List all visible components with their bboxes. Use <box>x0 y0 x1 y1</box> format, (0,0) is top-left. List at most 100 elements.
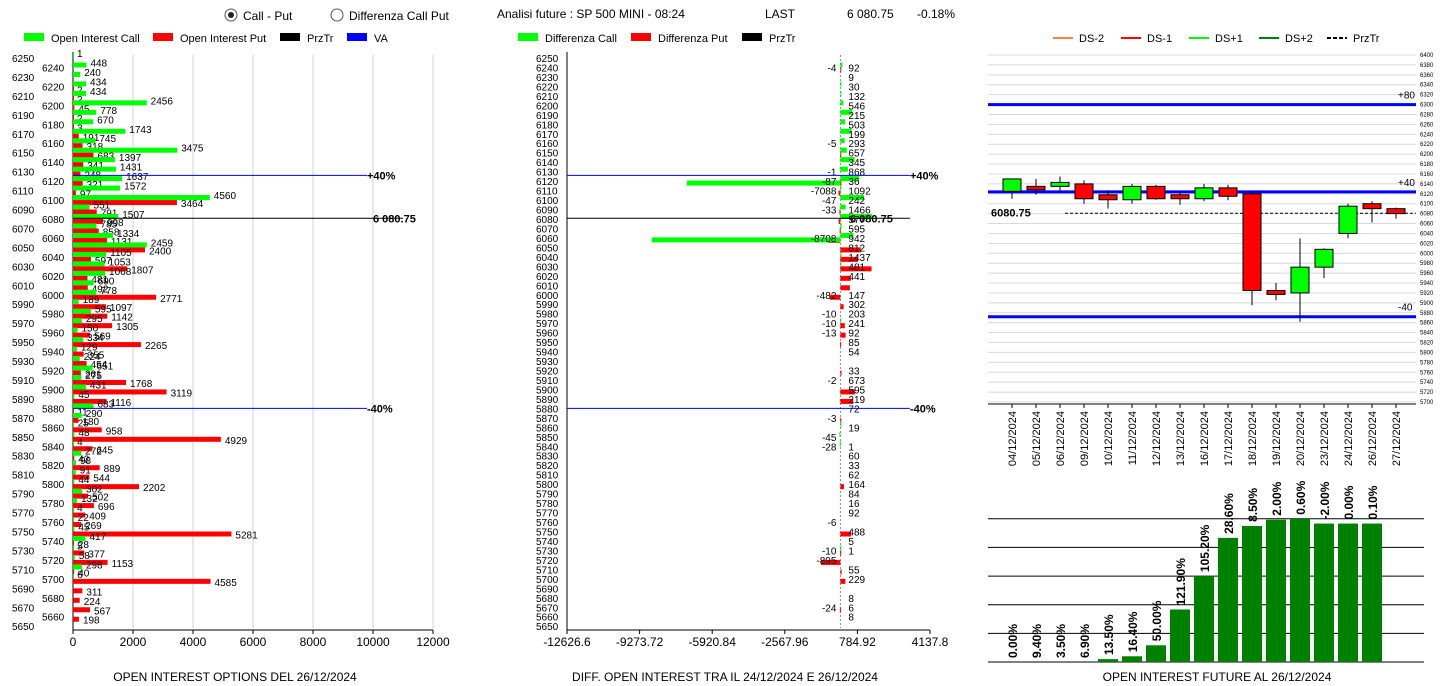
y-tick-label: 6360 <box>1420 73 1434 79</box>
legend-swatch <box>347 33 367 41</box>
call-value-label: 431 <box>90 380 107 391</box>
strike-label: 5790 <box>12 490 35 501</box>
put-bar <box>73 569 75 575</box>
put-bar <box>73 436 221 442</box>
call-bar <box>73 393 75 399</box>
strike-label: 6000 <box>536 291 559 302</box>
y-tick-label: 5940 <box>1420 281 1434 287</box>
strike-label: 5780 <box>42 499 65 510</box>
diff-value-label-right: 60 <box>848 452 860 463</box>
future-oi-bar <box>1314 523 1334 662</box>
call-value-label: 690 <box>98 276 115 287</box>
diff-value-label-right: 147 <box>848 291 865 302</box>
diff-value-label-right: 33 <box>848 461 860 472</box>
put-bar <box>73 578 211 584</box>
radio-call-put[interactable]: Call - Put <box>224 8 293 23</box>
diff-put-bar <box>840 484 844 490</box>
put-value-label: 645 <box>96 445 113 456</box>
put-bar <box>73 124 74 130</box>
diff-call-bar <box>840 545 842 551</box>
legend-label: Open Interest Call <box>51 33 140 45</box>
put-value-label: 377 <box>88 549 105 560</box>
strike-label: 5970 <box>536 319 559 330</box>
diff-value-label-left: -482 <box>816 291 836 302</box>
call-value-label: 1053 <box>109 257 132 268</box>
put-bar <box>73 597 80 603</box>
diff-value-label-right: 54 <box>848 348 860 359</box>
call-value-label: 132 <box>81 494 98 505</box>
diff-put-bar <box>829 294 841 300</box>
call-value-label: 683 <box>97 399 114 410</box>
diff-value-label-left: -10 <box>822 546 837 557</box>
strike-label: 5750 <box>536 528 559 539</box>
future-oi-bar <box>1242 525 1262 662</box>
strike-label: 5660 <box>42 613 65 624</box>
future-oi-label: 13.50% <box>1102 614 1116 655</box>
strike-label: 5720 <box>42 556 65 567</box>
diff-call-bar <box>840 176 860 182</box>
put-bar <box>73 209 97 215</box>
y-tick-label: 6320 <box>1420 93 1434 99</box>
diff-value-label-left: -47 <box>822 196 837 207</box>
call-value-label: 4560 <box>214 191 237 202</box>
call-bar <box>73 223 97 229</box>
x-tick-label: 18/12/2024 <box>1247 411 1259 466</box>
legend-label: Open Interest Put <box>180 33 266 45</box>
radio-diff-call-put[interactable]: Differenza Call Put <box>330 8 449 23</box>
call-bar <box>73 289 97 295</box>
y-tick-label: 5880 <box>1420 311 1434 317</box>
diff-value-label-left: -33 <box>822 206 837 217</box>
diff-value-label-left: -8708 <box>811 234 837 245</box>
reference-label: 6 080.75 <box>373 213 416 225</box>
put-bar <box>73 247 145 253</box>
reference-label: -40% <box>367 403 393 415</box>
put-value-label: 3119 <box>171 388 193 399</box>
diff-call-bar <box>840 422 842 428</box>
call-bar <box>73 318 82 324</box>
strike-label: 5840 <box>42 442 65 453</box>
call-value-label: 48 <box>78 428 90 439</box>
y-tick-label: 6280 <box>1420 112 1434 118</box>
candle-body <box>1290 266 1310 294</box>
put-value-label: 1116 <box>110 398 131 409</box>
strike-label: 6220 <box>42 82 65 93</box>
diff-value-label-right: 942 <box>848 234 865 245</box>
y-tick-label: 5800 <box>1420 350 1434 356</box>
diff-call-bar <box>840 109 853 115</box>
strike-label: 6190 <box>536 111 559 122</box>
strike-label: 5820 <box>42 461 65 472</box>
call-value-label: 129 <box>81 343 98 354</box>
y-tick-label: 6000 <box>1420 251 1434 257</box>
diff-put-bar <box>840 389 855 395</box>
strike-label: 6100 <box>536 196 559 207</box>
strike-label: 6050 <box>12 243 35 254</box>
strike-label: 6160 <box>42 139 65 150</box>
y-tick-label: 5980 <box>1420 261 1434 267</box>
diff-value-label-right: 1 <box>848 546 854 557</box>
strike-label: 5750 <box>12 528 35 539</box>
strike-label: 5940 <box>536 348 559 359</box>
y-tick-label: 6040 <box>1420 231 1434 237</box>
call-value-label: 5 <box>77 541 83 552</box>
reference-label: 6080.75 <box>991 207 1031 219</box>
x-tick-label: 06/12/2024 <box>1055 411 1067 466</box>
strike-label: 5670 <box>12 603 35 614</box>
strike-label: 6040 <box>42 253 65 264</box>
diff-call-bar <box>840 261 842 267</box>
future-oi-label: 2.00% <box>1270 481 1284 515</box>
put-value-label: 502 <box>92 493 109 504</box>
call-bar <box>73 346 77 352</box>
put-bar <box>73 133 79 139</box>
put-value-label: 1097 <box>110 303 133 314</box>
put-bar <box>73 332 91 338</box>
call-value-label: 417 <box>90 532 107 543</box>
call-bar <box>73 431 75 437</box>
call-bar <box>73 185 121 191</box>
diff-put-bar <box>840 550 842 556</box>
diff-call-bar <box>840 318 842 324</box>
diff-call-bar <box>840 90 842 96</box>
strike-label: 5730 <box>536 546 559 557</box>
x-tick-label: 12000 <box>416 635 450 649</box>
call-bar <box>73 261 105 267</box>
put-value-label: 492 <box>92 284 109 295</box>
